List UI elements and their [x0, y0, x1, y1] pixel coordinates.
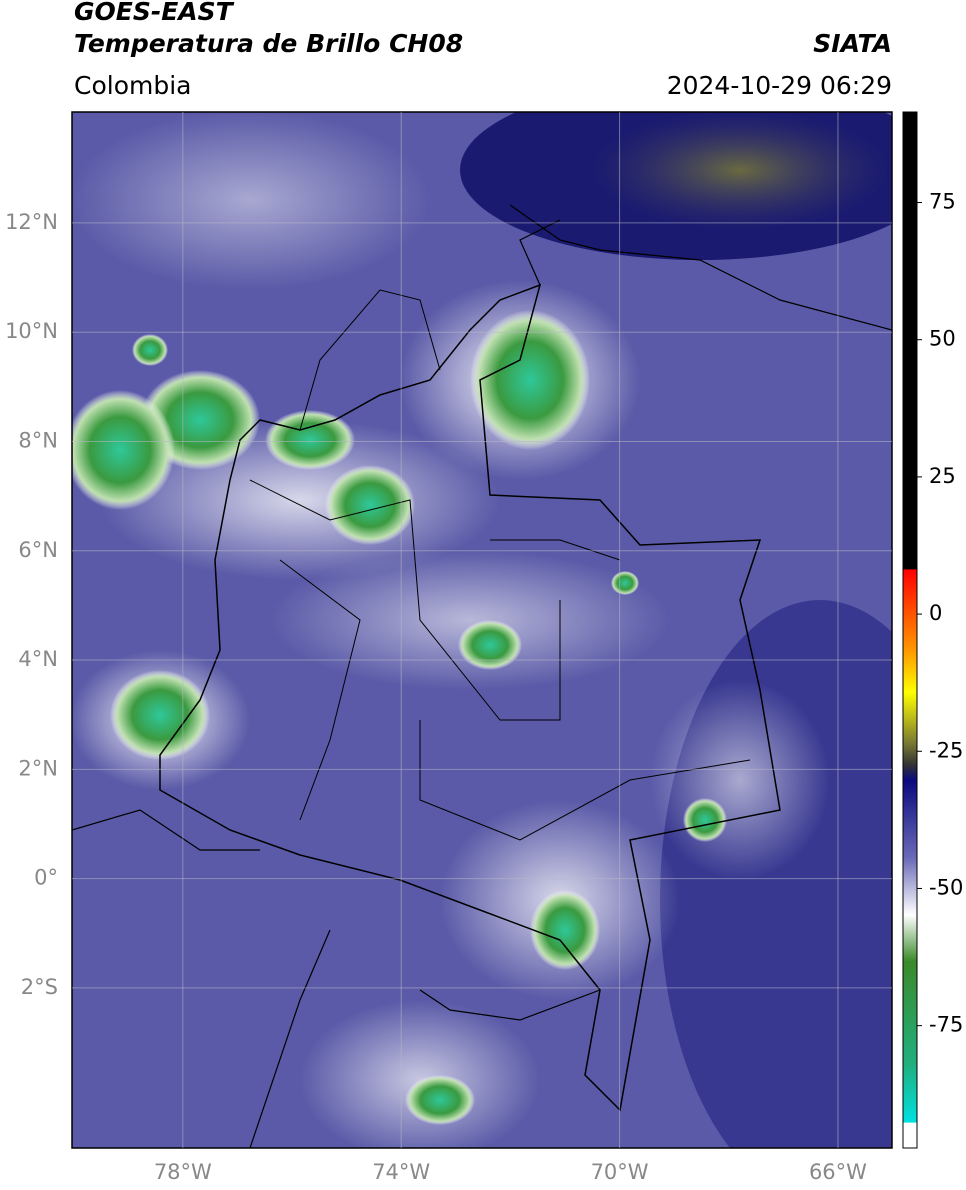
lat-label: 8°N — [18, 428, 58, 452]
org: SIATA — [813, 29, 892, 58]
lat-label: 0° — [34, 866, 58, 890]
colorbar — [902, 111, 918, 1149]
satellite: GOES-EAST — [74, 0, 235, 26]
lat-label: 10°N — [5, 319, 58, 343]
colorbar-label: 0 — [929, 601, 942, 625]
colorbar-label: 25 — [929, 464, 956, 488]
lat-label: 2°N — [18, 756, 58, 780]
map — [72, 112, 892, 1148]
colorbar-label: -50 — [929, 875, 963, 899]
lat-label: 2°S — [21, 975, 58, 999]
lon-label: 78°W — [154, 1160, 212, 1184]
lat-label: 6°N — [18, 538, 58, 562]
colorbar-label: 50 — [929, 327, 956, 351]
product: Temperatura de Brillo CH08 — [74, 29, 463, 58]
region: Colombia — [74, 71, 191, 100]
datetime: 2024-10-29 06:29 — [667, 71, 892, 100]
colorbar-label: 75 — [929, 190, 956, 214]
lon-label: 74°W — [372, 1160, 430, 1184]
colorbar-label: -75 — [929, 1013, 963, 1037]
colorbar-label: -25 — [929, 738, 963, 762]
map-frame — [71, 111, 893, 1149]
lat-label: 4°N — [18, 647, 58, 671]
lat-label: 12°N — [5, 210, 58, 234]
lon-label: 70°W — [591, 1160, 649, 1184]
lon-label: 66°W — [809, 1160, 867, 1184]
